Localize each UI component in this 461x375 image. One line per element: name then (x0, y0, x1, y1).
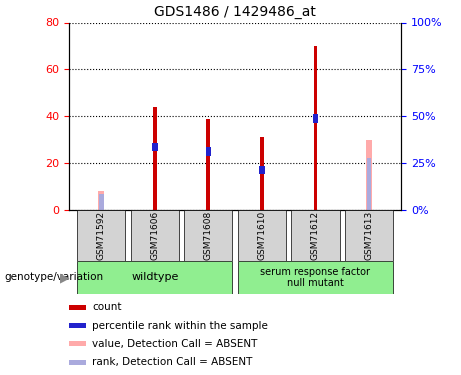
Bar (69, 323, 86, 328)
Text: GSM71612: GSM71612 (311, 211, 320, 260)
Text: value, Detection Call = ABSENT: value, Detection Call = ABSENT (92, 339, 258, 349)
Bar (366, 158, 372, 210)
Bar (152, 142, 158, 151)
Bar (153, 107, 157, 210)
FancyBboxPatch shape (184, 210, 232, 261)
Bar (207, 118, 210, 210)
FancyBboxPatch shape (345, 210, 393, 261)
Text: ▶: ▶ (60, 271, 70, 284)
FancyBboxPatch shape (291, 210, 339, 261)
FancyBboxPatch shape (131, 210, 179, 261)
Bar (260, 137, 264, 210)
Bar (206, 147, 211, 156)
Bar (313, 46, 317, 210)
Bar (69, 360, 86, 364)
Bar (366, 140, 372, 210)
Text: serum response factor
null mutant: serum response factor null mutant (260, 267, 370, 288)
Bar (69, 305, 86, 310)
Bar (259, 166, 265, 174)
Text: wildtype: wildtype (131, 273, 178, 282)
Text: percentile rank within the sample: percentile rank within the sample (92, 321, 268, 330)
Text: GSM71606: GSM71606 (150, 211, 160, 260)
FancyBboxPatch shape (238, 210, 286, 261)
Text: GSM71592: GSM71592 (97, 211, 106, 260)
Text: rank, Detection Call = ABSENT: rank, Detection Call = ABSENT (92, 357, 253, 367)
Text: GSM71610: GSM71610 (257, 211, 266, 260)
Bar (69, 341, 86, 346)
FancyBboxPatch shape (77, 261, 232, 294)
Text: genotype/variation: genotype/variation (5, 273, 104, 282)
Bar (313, 114, 318, 123)
Text: count: count (92, 302, 122, 312)
Text: GSM71608: GSM71608 (204, 211, 213, 260)
Bar (99, 194, 104, 210)
FancyBboxPatch shape (238, 261, 393, 294)
Text: GSM71613: GSM71613 (365, 211, 373, 260)
Bar (98, 191, 105, 210)
Title: GDS1486 / 1429486_at: GDS1486 / 1429486_at (154, 5, 316, 19)
FancyBboxPatch shape (77, 210, 125, 261)
